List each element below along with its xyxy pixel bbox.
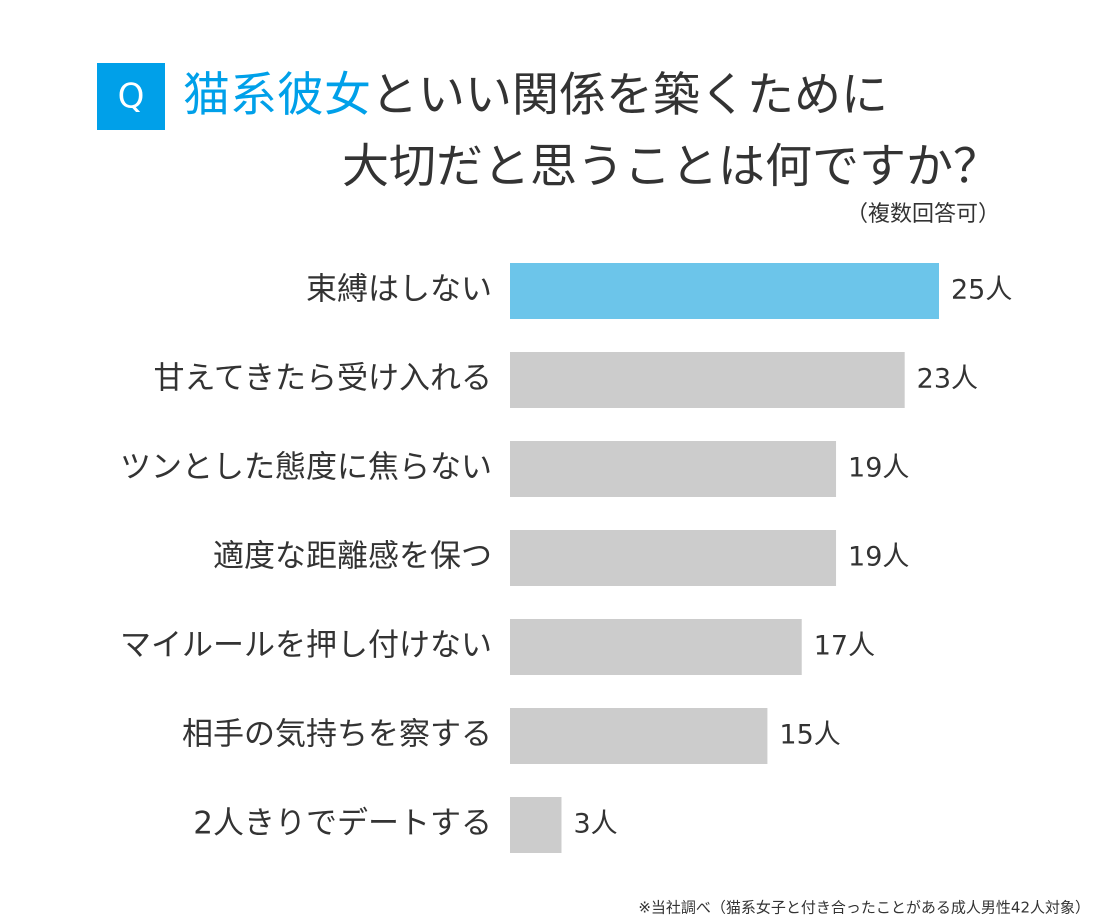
bar: [510, 352, 905, 408]
value-label: 17人: [814, 631, 875, 662]
bar: [510, 797, 562, 853]
bar: [510, 530, 837, 586]
badge: Q: [118, 77, 145, 117]
subtitle: （複数回答可）: [846, 202, 1000, 227]
category-label: 適度な距離感を保つ: [213, 539, 492, 575]
title-line-2: 大切だと思うことは何ですか？: [342, 140, 1000, 195]
category-label: 2人きりでデートする: [193, 806, 492, 842]
value-label: 19人: [848, 542, 909, 573]
value-label: 19人: [848, 453, 909, 484]
category-label: 相手の気持ちを察する: [182, 717, 492, 753]
category-label: 甘えてきたら受け入れる: [153, 361, 492, 397]
value-label: 15人: [779, 720, 840, 751]
value-label: 3人: [573, 809, 617, 840]
value-label: 23人: [917, 364, 978, 395]
badge-box: [97, 63, 165, 130]
category-label: ツンとした態度に焦らない: [120, 450, 492, 486]
title-line-1: 猫系彼女といい関係を築くために: [183, 68, 888, 123]
bar: [510, 708, 768, 764]
title-rest: といい関係を築くために: [371, 68, 888, 123]
value-label: 25人: [951, 275, 1012, 306]
title-highlight: 猫系彼女: [183, 68, 371, 123]
footnote: ※当社調べ（猫系女子と付き合ったことがある成人男性42人対象）: [638, 899, 1090, 917]
bar: [510, 263, 939, 319]
bar: [510, 619, 802, 675]
bar: [510, 441, 837, 497]
category-label: 束縛はしない: [306, 272, 492, 308]
category-label: マイルールを押し付けない: [120, 628, 492, 664]
